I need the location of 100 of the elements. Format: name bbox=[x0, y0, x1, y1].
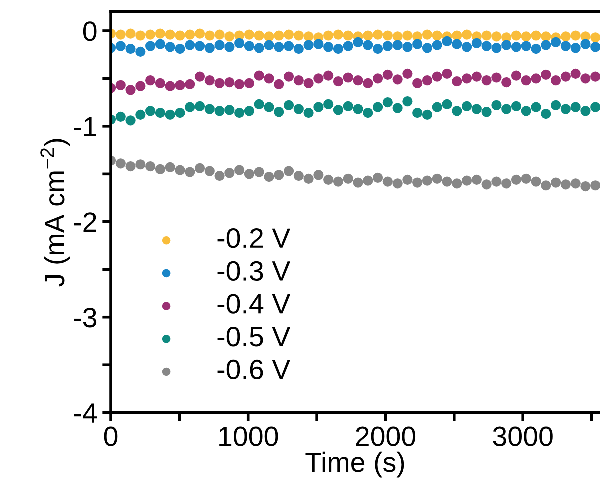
point bbox=[136, 30, 146, 41]
point bbox=[422, 110, 433, 120]
point bbox=[165, 30, 176, 40]
point bbox=[343, 101, 354, 112]
point bbox=[432, 40, 442, 50]
point bbox=[126, 116, 136, 126]
point bbox=[284, 30, 294, 40]
x-tick-label: 0 bbox=[104, 426, 118, 446]
point bbox=[521, 76, 532, 86]
point bbox=[502, 40, 512, 50]
point bbox=[392, 74, 403, 85]
point bbox=[462, 101, 472, 112]
point bbox=[155, 78, 166, 89]
point bbox=[560, 72, 571, 82]
point bbox=[224, 77, 235, 88]
point bbox=[590, 180, 600, 191]
point bbox=[116, 158, 126, 169]
point bbox=[304, 108, 314, 118]
y-tick-label: -4 bbox=[74, 404, 97, 423]
point bbox=[412, 78, 423, 89]
x-axis-title: Time (s) bbox=[306, 452, 404, 478]
point bbox=[392, 40, 403, 50]
point bbox=[244, 78, 255, 89]
point bbox=[294, 76, 304, 86]
point bbox=[185, 79, 196, 90]
point bbox=[254, 30, 264, 41]
point bbox=[146, 106, 156, 116]
point bbox=[580, 39, 591, 50]
point bbox=[304, 174, 314, 184]
point bbox=[314, 74, 324, 84]
point bbox=[462, 176, 472, 186]
point bbox=[550, 76, 562, 86]
point bbox=[214, 171, 225, 182]
x-tick-label: 3000 bbox=[493, 426, 553, 446]
point bbox=[392, 103, 403, 114]
x-tick-label: 1000 bbox=[220, 426, 278, 446]
point bbox=[541, 180, 552, 191]
point bbox=[482, 30, 492, 41]
point bbox=[432, 102, 442, 112]
point bbox=[570, 102, 581, 112]
point bbox=[462, 42, 472, 52]
point bbox=[126, 85, 136, 96]
point bbox=[304, 40, 314, 50]
point bbox=[274, 107, 284, 118]
point bbox=[264, 32, 274, 42]
point bbox=[462, 74, 472, 84]
point bbox=[126, 28, 136, 39]
point bbox=[570, 178, 581, 189]
point bbox=[452, 178, 462, 189]
point bbox=[372, 30, 384, 40]
point bbox=[254, 99, 264, 110]
point bbox=[531, 176, 542, 187]
point bbox=[442, 99, 452, 110]
point bbox=[382, 176, 393, 187]
point bbox=[550, 178, 562, 188]
point bbox=[382, 98, 393, 108]
point bbox=[194, 28, 206, 39]
point bbox=[353, 76, 364, 86]
point bbox=[492, 32, 502, 42]
point bbox=[472, 38, 482, 48]
point bbox=[244, 106, 255, 116]
point bbox=[214, 40, 225, 50]
point bbox=[324, 30, 334, 41]
point bbox=[234, 165, 245, 176]
point bbox=[204, 30, 215, 41]
point bbox=[521, 174, 532, 184]
point bbox=[204, 166, 215, 176]
point bbox=[185, 102, 196, 112]
point bbox=[492, 100, 502, 110]
point bbox=[136, 46, 146, 58]
point bbox=[194, 163, 206, 174]
point bbox=[304, 32, 314, 42]
point bbox=[482, 180, 492, 190]
point bbox=[284, 41, 294, 52]
point bbox=[580, 106, 591, 116]
point bbox=[482, 76, 492, 86]
point bbox=[353, 178, 364, 188]
y-tick-label: -2 bbox=[74, 212, 96, 232]
point bbox=[155, 39, 166, 50]
point bbox=[590, 32, 600, 43]
x-tick-label: 2000 bbox=[356, 426, 416, 446]
point bbox=[531, 44, 542, 54]
point bbox=[442, 68, 452, 79]
point bbox=[590, 42, 600, 52]
point bbox=[324, 99, 334, 110]
point bbox=[294, 104, 304, 114]
point bbox=[412, 108, 423, 118]
point bbox=[126, 161, 136, 172]
point bbox=[422, 176, 433, 186]
point bbox=[146, 161, 156, 172]
point bbox=[234, 79, 245, 90]
point bbox=[511, 101, 522, 112]
point bbox=[254, 43, 264, 54]
point bbox=[324, 42, 334, 52]
legend-label: -0.5 V bbox=[218, 327, 291, 347]
point bbox=[531, 30, 542, 41]
point bbox=[324, 174, 334, 185]
point bbox=[560, 104, 571, 114]
point bbox=[422, 76, 433, 86]
point bbox=[333, 76, 344, 87]
